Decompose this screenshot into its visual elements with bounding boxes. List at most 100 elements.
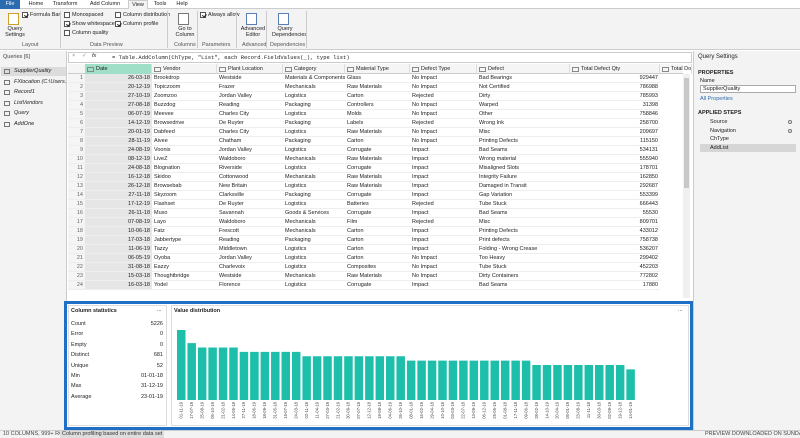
x-tick-label: 29-04-18 xyxy=(429,401,434,418)
checkbox[interactable] xyxy=(200,12,206,18)
checkbox[interactable] xyxy=(64,21,70,27)
section-title: PROPERTIES xyxy=(698,70,734,76)
button-icon xyxy=(178,13,189,25)
formula-cancel[interactable]: × xyxy=(72,53,76,59)
ribbon-tab[interactable]: File xyxy=(0,0,20,9)
card-menu[interactable]: ... xyxy=(678,307,683,313)
row-number: 12 xyxy=(68,173,85,182)
column-header[interactable]: Material Type xyxy=(345,64,410,74)
table-cell: Oyoba xyxy=(152,254,217,263)
query-item[interactable]: Query xyxy=(14,110,29,116)
formula-fx[interactable]: fx xyxy=(92,53,97,59)
table-cell: 26-03-18 xyxy=(85,74,152,83)
table-cell: 666443 xyxy=(570,200,660,209)
formula-confirm[interactable]: ✓ xyxy=(82,53,87,59)
applied-step[interactable]: Source xyxy=(710,119,728,125)
applied-step[interactable]: Navigation xyxy=(710,127,736,134)
row-number: 23 xyxy=(68,272,85,281)
field-label: Name xyxy=(700,78,715,84)
query-item[interactable]: SupplierQuality xyxy=(1,67,66,76)
table-cell: Wrong Ink xyxy=(477,119,570,128)
bar xyxy=(323,356,332,400)
checkbox-label[interactable]: Show whitespace xyxy=(72,21,115,27)
table-cell: Packaging xyxy=(283,101,345,110)
query-icon xyxy=(4,90,10,95)
column-header[interactable]: Vendor xyxy=(152,64,217,74)
column-header[interactable]: Total Dow xyxy=(660,64,692,74)
ribbon-tab[interactable]: View xyxy=(128,0,148,9)
step-gear[interactable] xyxy=(788,120,792,124)
table-cell: Logistics xyxy=(283,254,345,263)
queries-pane xyxy=(0,51,67,430)
pane-title: Query Settings xyxy=(698,54,738,60)
step-gear[interactable] xyxy=(788,128,792,133)
query-item[interactable]: FXlocation (C:\Users... xyxy=(14,78,66,85)
ribbon-tab[interactable]: Tools xyxy=(153,1,167,7)
column-header[interactable]: Plant Location xyxy=(217,64,283,74)
ribbon-button[interactable]: Go to Column xyxy=(175,26,195,38)
group-label: Parameters xyxy=(202,42,231,48)
column-header[interactable]: Defect xyxy=(477,64,570,74)
checkbox-label[interactable]: Always allow xyxy=(208,12,240,18)
table-cell: Tube Stuck xyxy=(477,263,570,272)
checkbox[interactable] xyxy=(64,12,70,18)
checkbox-label[interactable]: Column profile xyxy=(123,21,159,27)
column-header[interactable]: Category xyxy=(283,64,345,74)
checkbox[interactable] xyxy=(22,12,28,18)
ribbon-tab[interactable]: Transform xyxy=(52,1,78,7)
separator xyxy=(197,11,198,48)
column-header[interactable]: Date xyxy=(85,64,152,74)
query-item[interactable]: Record1 xyxy=(14,89,35,95)
x-tick-label: 25-05-19 xyxy=(492,401,497,418)
table-cell: Bad Seams xyxy=(477,209,570,218)
table-cell: LiveZ xyxy=(152,155,217,164)
table-cell: 786988 xyxy=(570,83,660,92)
checkbox[interactable] xyxy=(64,30,70,36)
x-tick-label: 08-01-18 xyxy=(408,401,413,418)
column-header[interactable]: Total Defect Qty xyxy=(570,64,660,74)
column-header[interactable]: Defect Type xyxy=(410,64,477,74)
table-cell: 785993 xyxy=(570,92,660,101)
ribbon-tab[interactable]: Home xyxy=(28,1,44,7)
query-item[interactable]: ListVendors xyxy=(14,99,43,106)
status-text[interactable]: Column profiling based on entire data se… xyxy=(60,431,165,438)
table-cell: Skyzoom xyxy=(152,191,217,200)
table-cell: 258700 xyxy=(570,119,660,128)
checkbox-label[interactable]: Column distribution xyxy=(123,12,171,18)
checkbox[interactable] xyxy=(115,12,121,18)
table-cell: 115150 xyxy=(570,137,660,146)
card-menu[interactable]: ... xyxy=(157,307,162,313)
ribbon-button[interactable]: Advanced Editor xyxy=(240,26,266,38)
card-title: Column statistics xyxy=(71,308,117,314)
ribbon-button[interactable]: Query Dependencies xyxy=(272,26,308,38)
table-cell: Raw Materials xyxy=(345,128,410,137)
table-cell: Bad Seams xyxy=(477,281,570,290)
x-tick-label: 04-06-19 xyxy=(388,401,393,418)
scroll-thumb[interactable] xyxy=(684,78,689,188)
table-cell: Rejected xyxy=(410,200,477,209)
checkbox-label[interactable]: Column quality xyxy=(72,30,109,36)
checkbox[interactable] xyxy=(115,21,121,27)
row-number: 10 xyxy=(68,155,85,164)
query-item[interactable]: AddOne xyxy=(14,120,35,127)
table-cell: Raw Materials xyxy=(345,173,410,182)
table-cell: Impact xyxy=(410,191,477,200)
bar xyxy=(417,360,426,400)
table-cell: Impact xyxy=(410,245,477,254)
checkbox-label[interactable]: Formula Bar xyxy=(30,12,61,18)
stat-label: Unique xyxy=(71,362,89,369)
ribbon-tab[interactable]: Add Column xyxy=(89,1,121,7)
applied-step[interactable]: AddList xyxy=(700,144,796,153)
link[interactable]: All Properties xyxy=(700,96,733,102)
x-tick-label: 18-06-19 xyxy=(252,401,257,418)
name-input[interactable]: SupplierQuality xyxy=(700,85,796,93)
ribbon-button[interactable]: Query Settings xyxy=(5,26,25,38)
query-icon xyxy=(4,111,10,116)
stat-label: Average xyxy=(71,393,92,400)
checkbox-label[interactable]: Monospaced xyxy=(72,12,104,18)
row-number: 18 xyxy=(68,227,85,236)
ribbon-tab[interactable]: Help xyxy=(176,1,188,7)
table-cell: Impact xyxy=(410,155,477,164)
stat-label: Distinct xyxy=(71,352,90,359)
applied-step[interactable]: ChType xyxy=(710,136,729,143)
